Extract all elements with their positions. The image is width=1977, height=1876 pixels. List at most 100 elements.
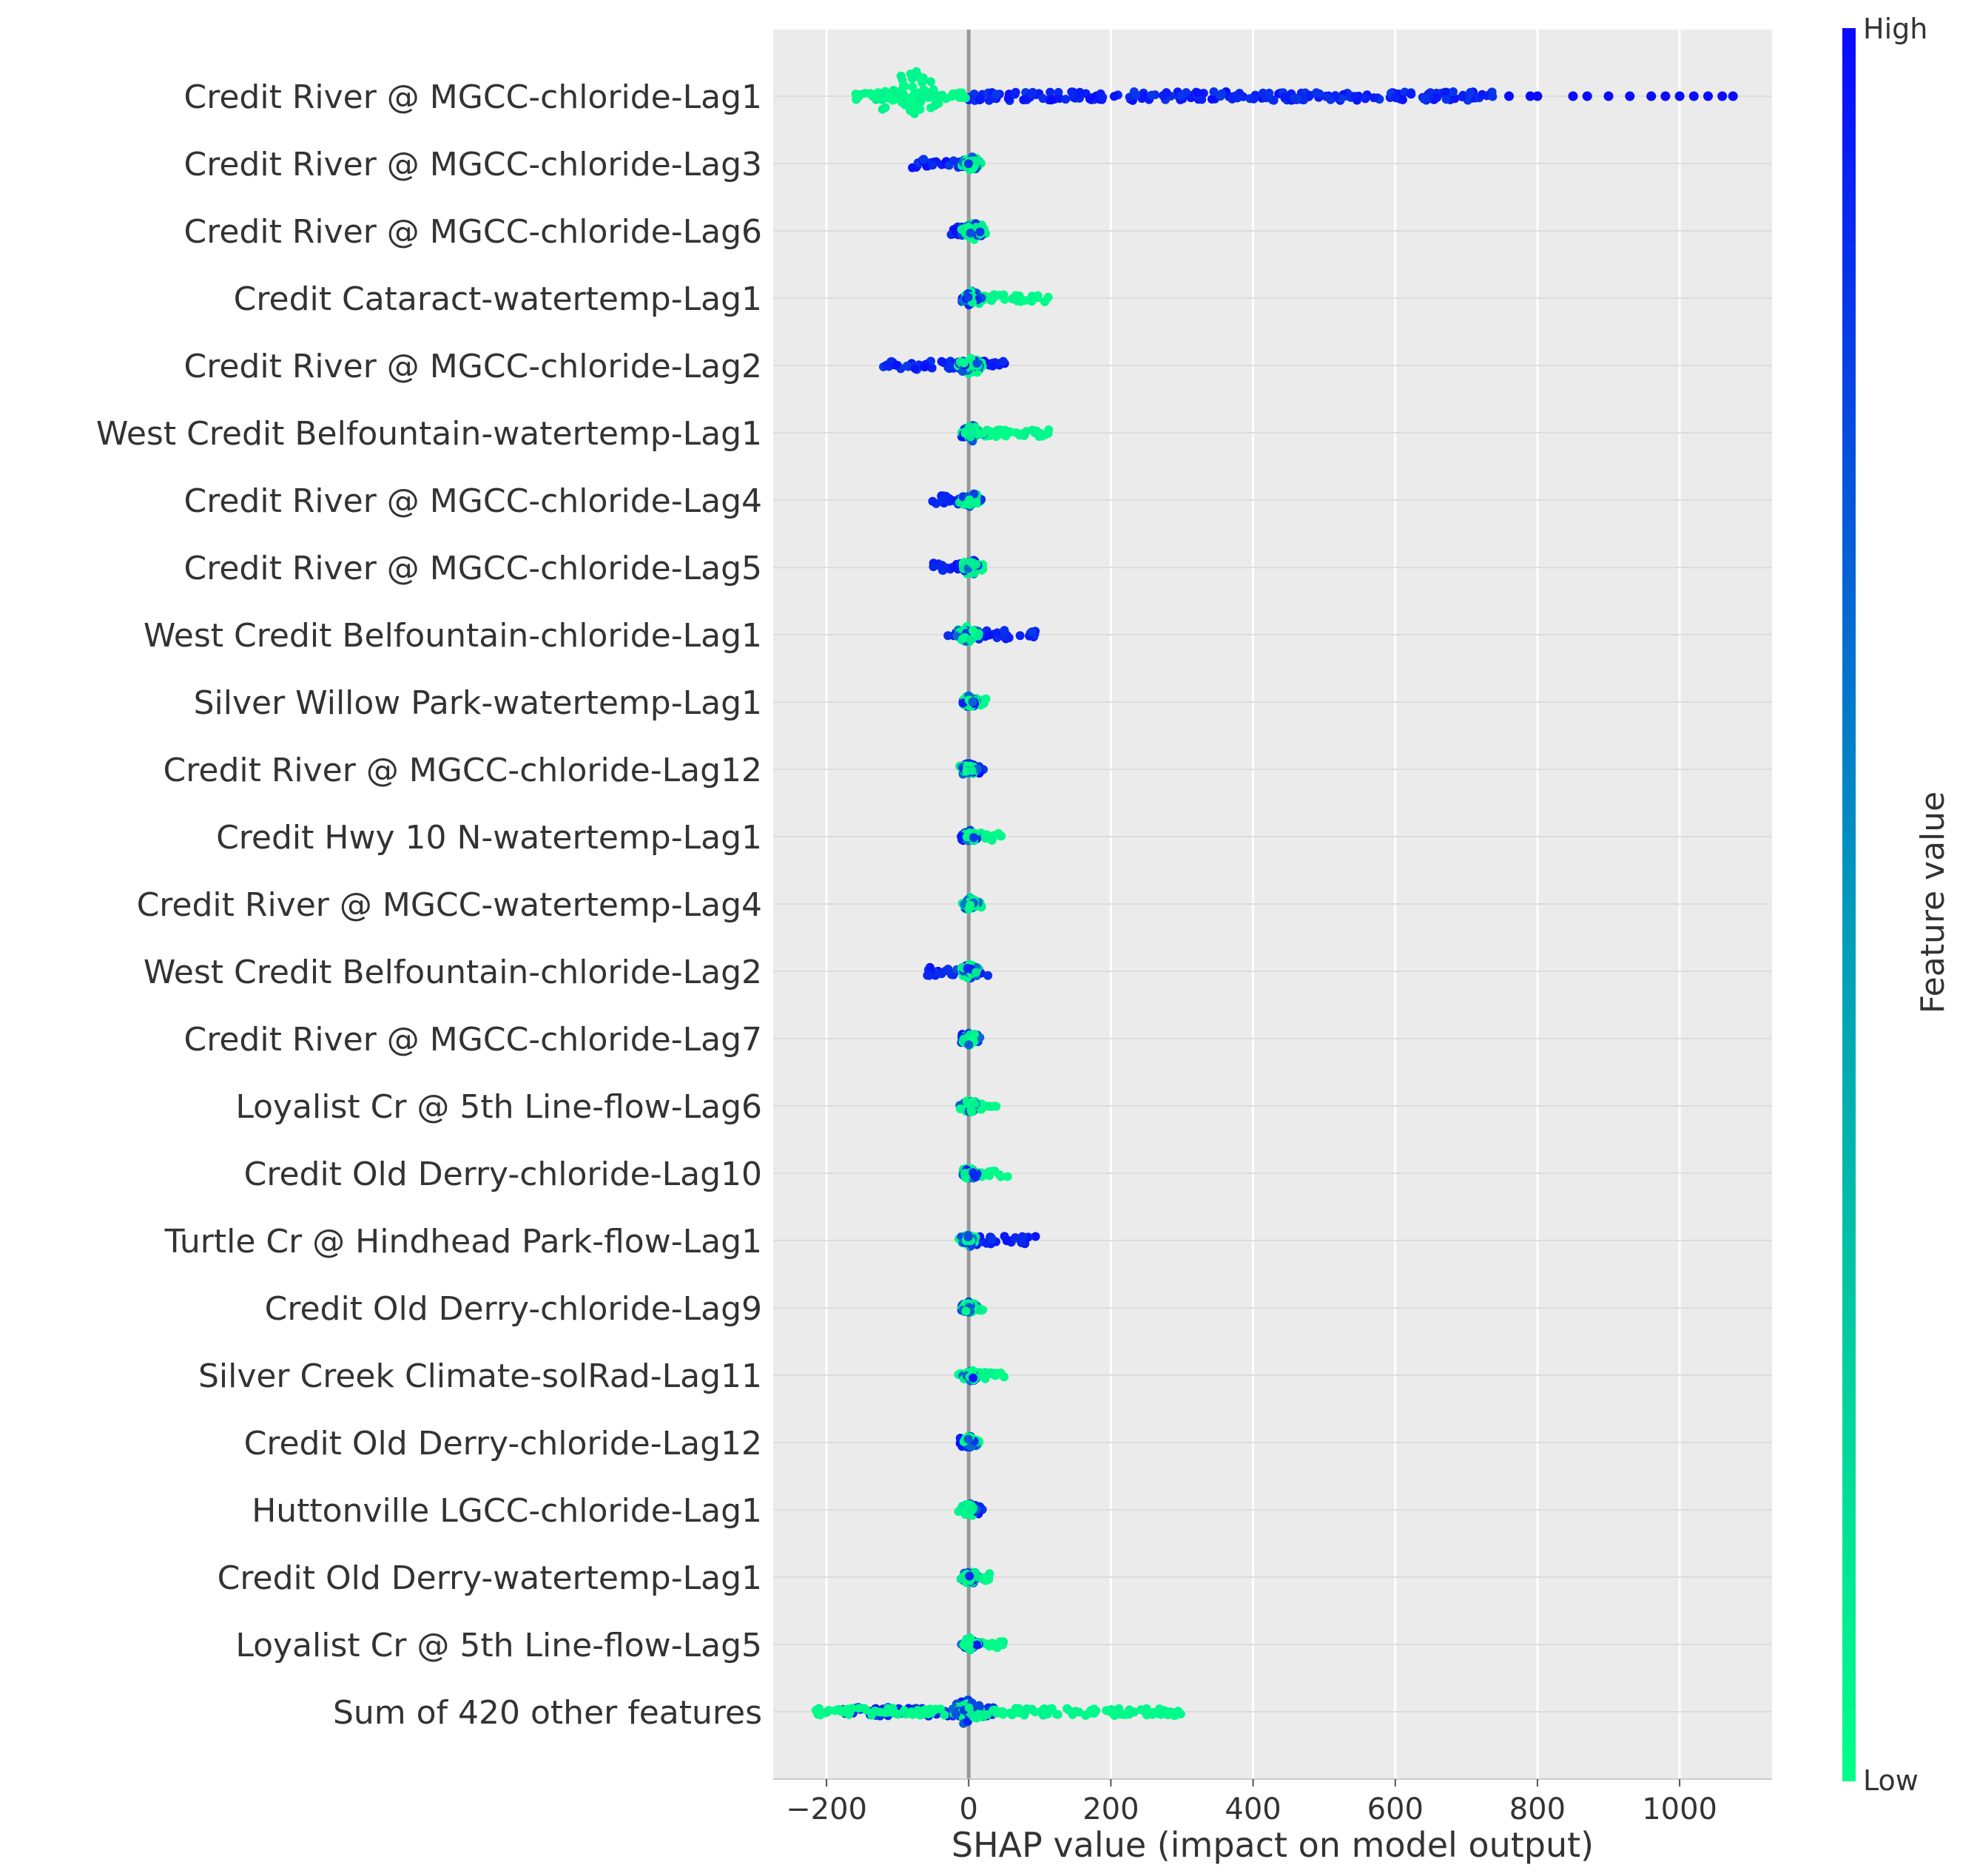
shap-point <box>963 1232 973 1242</box>
shap-point <box>1068 89 1078 98</box>
shap-point <box>981 1573 991 1582</box>
shap-point <box>888 95 897 105</box>
shap-point <box>968 1366 977 1375</box>
shap-point <box>1008 294 1017 303</box>
shap-point <box>1466 87 1475 97</box>
shap-point <box>1148 1707 1158 1717</box>
shap-point <box>1108 1710 1118 1719</box>
shap-point <box>928 496 937 506</box>
shap-point <box>937 357 946 366</box>
shap-point <box>969 833 979 843</box>
beeswarm-row <box>811 1696 1185 1728</box>
shap-point <box>960 1169 969 1178</box>
shap-point <box>1131 90 1140 99</box>
x-tick-label: 600 <box>1367 1792 1424 1826</box>
shap-point <box>1002 1236 1011 1246</box>
shap-point <box>997 1709 1006 1718</box>
shap-point <box>1068 1710 1077 1719</box>
beeswarm-row <box>957 826 1006 846</box>
shap-point <box>915 73 925 83</box>
shap-point <box>999 290 1008 300</box>
shap-point <box>991 1642 1000 1651</box>
beeswarm-row <box>954 1366 1009 1386</box>
shap-point <box>1028 291 1037 301</box>
shap-point <box>1280 92 1289 101</box>
shap-point <box>967 766 977 775</box>
shap-point <box>936 1704 946 1714</box>
colorbar-group <box>1842 28 1856 1781</box>
shap-point <box>1688 91 1699 101</box>
shap-point <box>1047 1704 1057 1713</box>
shap-point <box>987 1235 997 1244</box>
shap-point <box>991 90 1001 99</box>
shap-point <box>852 92 861 101</box>
shap-point <box>919 84 929 94</box>
shap-point <box>1488 92 1498 101</box>
shap-point <box>1361 94 1370 104</box>
shap-point <box>1504 91 1514 101</box>
shap-point <box>971 968 981 977</box>
beeswarm-row <box>929 556 988 578</box>
shap-point <box>1289 93 1299 103</box>
shap-point <box>920 362 929 372</box>
shap-point <box>1011 1233 1020 1242</box>
shap-point <box>1391 93 1401 103</box>
shap-point <box>962 832 971 842</box>
shap-point <box>996 1369 1006 1377</box>
shap-point <box>1208 95 1216 104</box>
shap-point <box>1045 87 1055 97</box>
beeswarm-row <box>928 489 986 511</box>
shap-point <box>1312 88 1321 98</box>
shap-point <box>841 1705 850 1714</box>
shap-point <box>975 227 985 237</box>
beeswarm-row <box>923 959 993 982</box>
feature-label: Credit River @ MGCC-chloride-Lag4 <box>184 482 762 520</box>
feature-label: Silver Willow Park-watertemp-Lag1 <box>194 684 762 722</box>
shap-point <box>1717 91 1728 101</box>
shap-point <box>974 1701 984 1710</box>
shap-point <box>969 1373 978 1383</box>
shap-point <box>916 96 925 105</box>
shap-point <box>902 361 912 371</box>
shap-point <box>1003 1172 1012 1181</box>
beeswarm-row <box>955 759 988 779</box>
shap-point <box>986 1368 995 1377</box>
beeswarm-row <box>908 152 986 174</box>
shap-point <box>924 971 934 980</box>
shap-point <box>1158 91 1168 101</box>
beeswarm-row <box>958 1164 1012 1183</box>
shap-point <box>981 694 991 704</box>
beeswarm-row <box>879 354 1009 378</box>
shap-point <box>1027 89 1037 98</box>
shap-point <box>943 965 953 974</box>
shap-point <box>1407 90 1416 99</box>
shap-point <box>937 496 946 505</box>
beeswarm-row <box>957 1633 1008 1655</box>
feature-label: Credit Old Derry-watertemp-Lag1 <box>218 1559 762 1597</box>
shap-point <box>1369 93 1378 103</box>
shap-point <box>1450 94 1460 104</box>
feature-label: Credit River @ MGCC-chloride-Lag2 <box>184 348 762 385</box>
shap-point <box>997 831 1006 841</box>
shap-point <box>964 159 973 169</box>
feature-label: Credit River @ MGCC-chloride-Lag3 <box>184 146 762 183</box>
shap-point <box>1173 1707 1183 1716</box>
x-tick-label: 200 <box>1082 1792 1139 1826</box>
shap-point <box>930 101 940 110</box>
shap-point <box>1007 1710 1017 1720</box>
shap-point <box>990 290 1000 300</box>
shap-point <box>1441 87 1450 97</box>
shap-point <box>1216 92 1225 101</box>
shap-point <box>919 155 929 164</box>
shap-point <box>970 1171 979 1181</box>
shap-point <box>892 360 900 370</box>
shap-point <box>998 357 1008 366</box>
feature-label: Sum of 420 other features <box>333 1694 762 1732</box>
colorbar-low-label: Low <box>1863 1764 1919 1797</box>
shap-point <box>1015 631 1025 641</box>
shap-point <box>1040 297 1049 306</box>
feature-label: Loyalist Cr @ 5th Line-flow-Lag6 <box>235 1088 762 1126</box>
shap-point <box>963 292 973 302</box>
shap-point <box>1432 93 1441 102</box>
shap-point <box>1085 94 1094 104</box>
